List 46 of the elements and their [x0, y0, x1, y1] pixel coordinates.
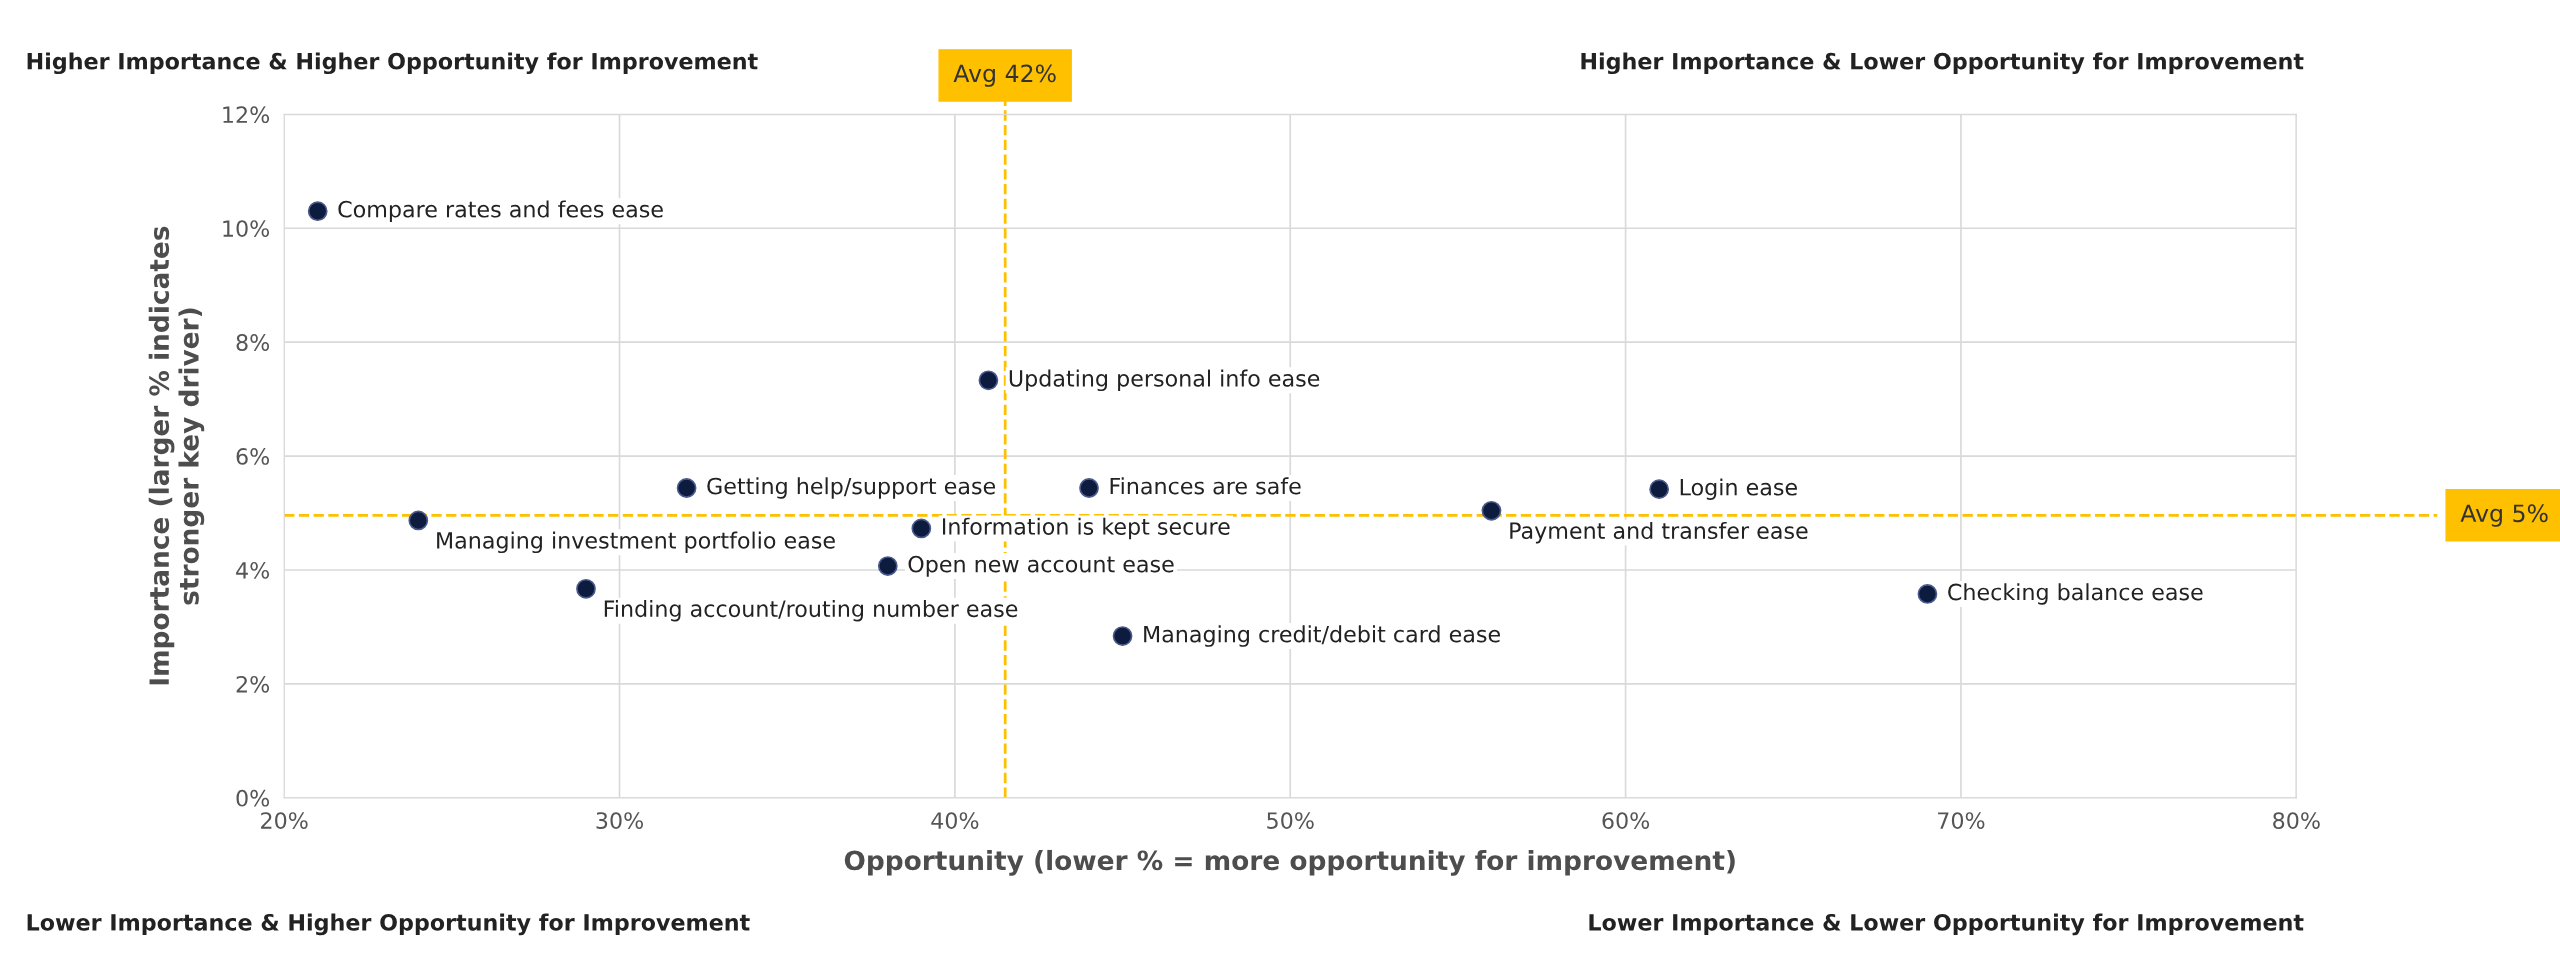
text: Lower Importance & Lower Opportunity for Improvement — [1589, 913, 2304, 936]
annotation: Managing credit/debit card ease — [1144, 625, 1500, 647]
y-axis-title: Importance (larger % indicates stronger key driver) — [148, 226, 205, 685]
x-tick-label: 80% — [2273, 812, 2320, 829]
annotation: Login ease — [1680, 478, 1797, 500]
text: Higher Importance & Higher Opportunity for Improvement — [27, 52, 758, 75]
point — [1481, 500, 1502, 521]
x-tick-label: 50% — [1267, 812, 1314, 829]
annotation: Updating personal info ease — [1009, 369, 1320, 392]
annotation: Getting help/support ease — [707, 477, 996, 499]
y-tick-label: 8% — [236, 334, 270, 351]
annotation: Open new account ease — [908, 555, 1174, 577]
y-tick-label: 2% — [236, 675, 270, 693]
point — [1112, 626, 1133, 646]
point — [408, 510, 429, 531]
ref-line-label: Avg 5% — [2460, 504, 2548, 527]
y-tick-label: 12% — [223, 106, 270, 124]
annotation: Finding account/routing number ease — [604, 599, 1018, 622]
x-tick-label: 70% — [1938, 812, 1985, 829]
text: Lower Importance & Higher Opportunity for Improvement — [27, 913, 750, 936]
point — [307, 201, 328, 222]
annotation: Finances are safe — [1110, 477, 1301, 495]
annotation: Payment and transfer ease — [1510, 521, 1808, 544]
point — [877, 556, 898, 576]
x-tick-label: 40% — [931, 812, 979, 829]
point — [978, 370, 999, 391]
point — [1649, 479, 1670, 500]
x-axis-title: Opportunity (lower % = more opportunity for improvement) — [844, 849, 1735, 876]
annotation: Checking balance ease — [1948, 583, 2203, 605]
x-tick-label: 30% — [596, 812, 643, 829]
annotation: Managing investment portfolio ease — [437, 531, 835, 554]
point — [911, 518, 932, 539]
point — [676, 478, 697, 498]
point — [1917, 584, 1938, 604]
x-tick-label: 20% — [261, 812, 308, 829]
text: Higher Importance & Lower Opportunity for Improvement — [1581, 52, 2304, 75]
y-tick-label: 4% — [236, 561, 270, 579]
annotation: Information is kept secure — [942, 517, 1230, 540]
y-tick-label: 10% — [223, 220, 270, 238]
point — [576, 578, 596, 599]
annotation: Compare rates and fees ease — [338, 200, 663, 222]
ref-line-label: Avg 42% — [953, 64, 1056, 87]
y-tick-label: 0% — [236, 789, 270, 807]
x-tick-label: 60% — [1602, 812, 1650, 829]
point — [1079, 478, 1099, 498]
y-tick-label: 6% — [236, 448, 270, 465]
